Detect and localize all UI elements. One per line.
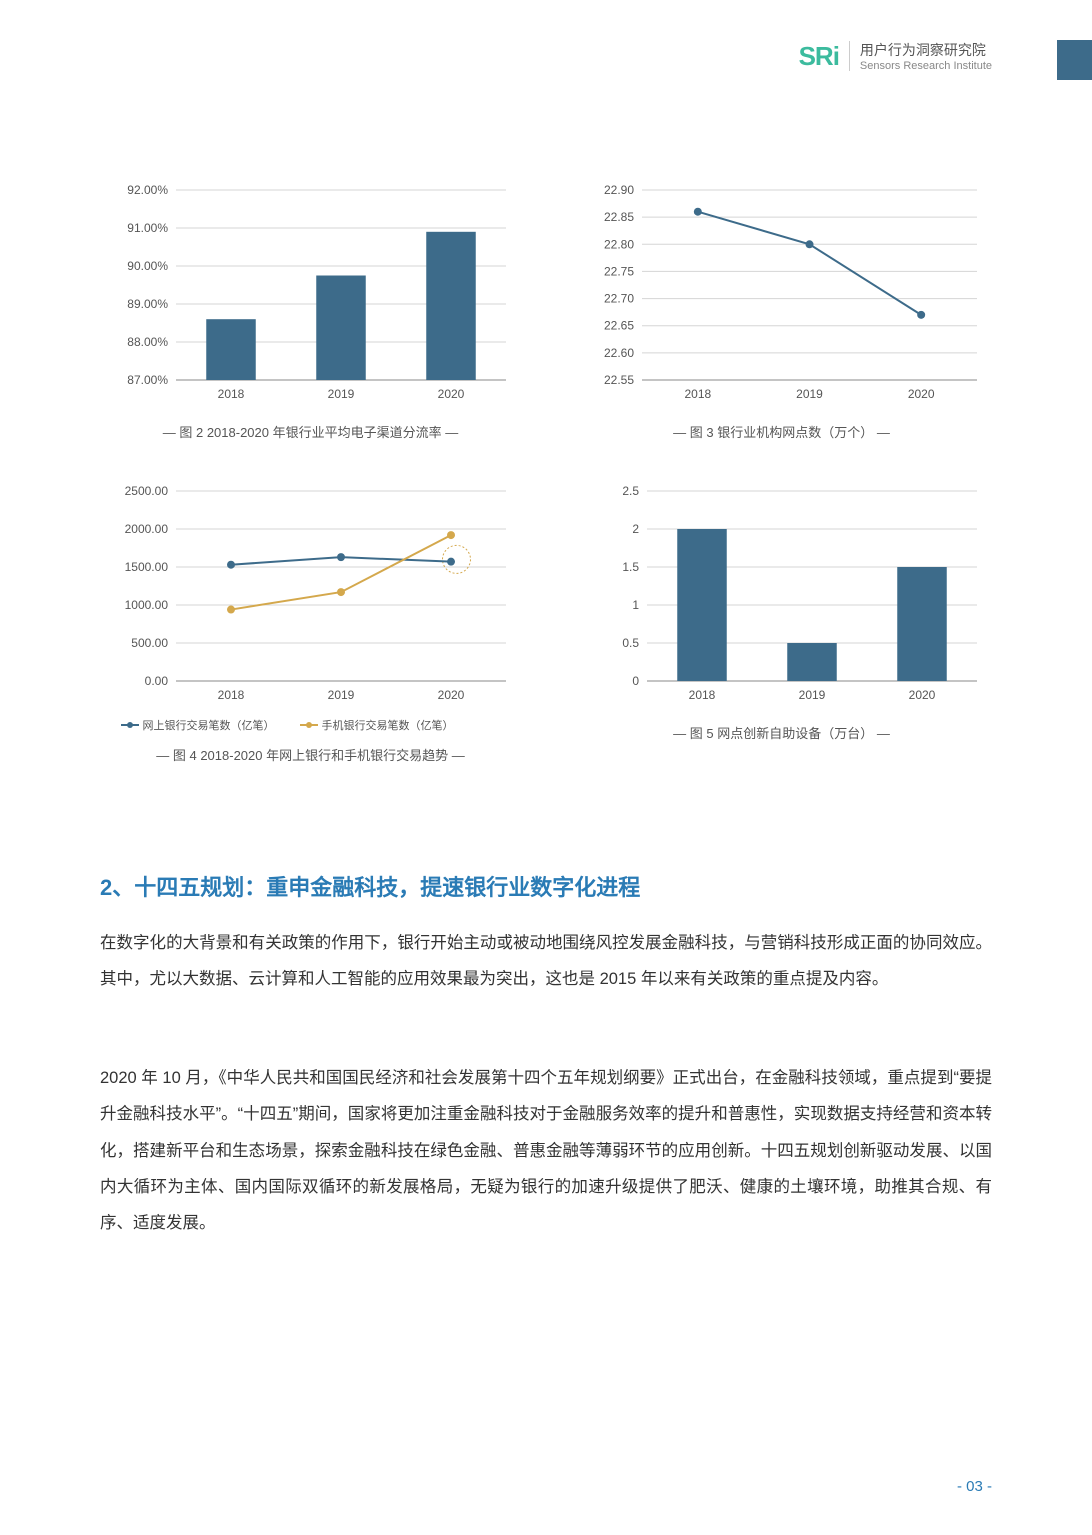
svg-text:2020: 2020 [907,387,934,401]
chart-4-caption: — 图 4 2018-2020 年网上银行和手机银行交易趋势 — [156,745,464,764]
svg-text:2020: 2020 [437,688,464,702]
logo-cn: 用户行为洞察研究院 [860,40,992,60]
svg-text:22.85: 22.85 [603,210,633,224]
legend-marker-1 [121,724,139,726]
svg-text:0.00: 0.00 [144,674,168,688]
logo-en: Sensors Research Institute [860,60,992,72]
chart-2-svg: 87.00% 88.00% 89.00% 90.00% 91.00% 92.00% 2018… [101,180,521,410]
header-accent-bar [1057,40,1092,80]
legend-item-2: 手机银行交易笔数（亿笔） [300,717,454,733]
svg-text:22.65: 22.65 [603,319,633,333]
legend-label-2: 手机银行交易笔数（亿笔） [322,717,454,733]
chart-4-svg: 0.00 500.00 1000.00 1500.00 2000.00 2500.00 20… [101,481,521,711]
svg-text:2019: 2019 [796,387,823,401]
svg-text:92.00%: 92.00% [127,183,168,197]
svg-text:22.75: 22.75 [603,264,633,278]
paragraph-2: 2020 年 10 月，《中华人民共和国国民经济和社会发展第十四个五年规划纲要》… [100,1060,992,1241]
chart-2-caption: — 图 2 2018-2020 年银行业平均电子渠道分流率 — [163,422,458,441]
paragraph-1: 在数字化的大背景和有关政策的作用下，银行开始主动或被动地围绕风控发展金融科技，与… [100,925,992,998]
chart-5-caption: — 图 5 网点创新自助设备（万台） — [673,723,890,742]
svg-text:0.5: 0.5 [622,636,639,650]
chart-5-cell: 0 0.5 1 1.5 2 2.5 2018 2019 2020 — 图 5 网点创新自助设备（… [571,481,992,764]
svg-text:22.55: 22.55 [603,373,633,387]
svg-text:1000.00: 1000.00 [124,598,168,612]
svg-text:1.5: 1.5 [622,560,639,574]
svg-text:2019: 2019 [327,688,354,702]
svg-text:2018: 2018 [217,387,244,401]
chart-5-svg: 0 0.5 1 1.5 2 2.5 2018 2019 2020 [572,481,992,711]
svg-text:22.80: 22.80 [603,237,633,251]
svg-text:2018: 2018 [688,688,715,702]
svg-text:2019: 2019 [798,688,825,702]
legend-item-1: 网上银行交易笔数（亿笔） [121,717,275,733]
svg-text:1500.00: 1500.00 [124,560,168,574]
svg-text:0: 0 [632,674,639,688]
chart-4-legend: 网上银行交易笔数（亿笔） 手机银行交易笔数（亿笔） [101,717,521,733]
svg-text:2018: 2018 [217,688,244,702]
svg-text:87.00%: 87.00% [127,373,168,387]
svg-text:2000.00: 2000.00 [124,522,168,536]
svg-text:91.00%: 91.00% [127,221,168,235]
chart-3-caption: — 图 3 银行业机构网点数（万个） — [673,422,890,441]
svg-text:2019: 2019 [327,387,354,401]
chart-4-cell: 0.00 500.00 1000.00 1500.00 2000.00 2500.00 20… [100,481,521,764]
svg-text:22.70: 22.70 [603,292,633,306]
svg-text:22.60: 22.60 [603,346,633,360]
logo-abbr: SRi [799,41,839,72]
logo-text: 用户行为洞察研究院 Sensors Research Institute [860,40,992,72]
header: SRi 用户行为洞察研究院 Sensors Research Institute [799,40,992,72]
svg-text:2.5: 2.5 [622,484,639,498]
svg-text:1: 1 [632,598,639,612]
legend-marker-2 [300,724,318,726]
svg-text:2500.00: 2500.00 [124,484,168,498]
charts-grid: 87.00% 88.00% 89.00% 90.00% 91.00% 92.00% 2018… [100,180,992,764]
logo-divider [849,41,850,71]
section-heading: 2、十四五规划：重申金融科技，提速银行业数字化进程 [100,870,992,902]
svg-text:2: 2 [632,522,639,536]
svg-text:2018: 2018 [684,387,711,401]
svg-text:2020: 2020 [908,688,935,702]
svg-text:500.00: 500.00 [131,636,168,650]
svg-text:90.00%: 90.00% [127,259,168,273]
legend-label-1: 网上银行交易笔数（亿笔） [143,717,275,733]
page-number: - 03 - [957,1478,992,1495]
chart-3-cell: 22.55 22.60 22.65 22.70 22.75 22.80 22.85 22.90… [571,180,992,441]
svg-text:88.00%: 88.00% [127,335,168,349]
chart-3-svg: 22.55 22.60 22.65 22.70 22.75 22.80 22.85 22.90… [572,180,992,410]
svg-text:22.90: 22.90 [603,183,633,197]
chart-2-cell: 87.00% 88.00% 89.00% 90.00% 91.00% 92.00% 2018… [100,180,521,441]
svg-text:2020: 2020 [437,387,464,401]
svg-text:89.00%: 89.00% [127,297,168,311]
